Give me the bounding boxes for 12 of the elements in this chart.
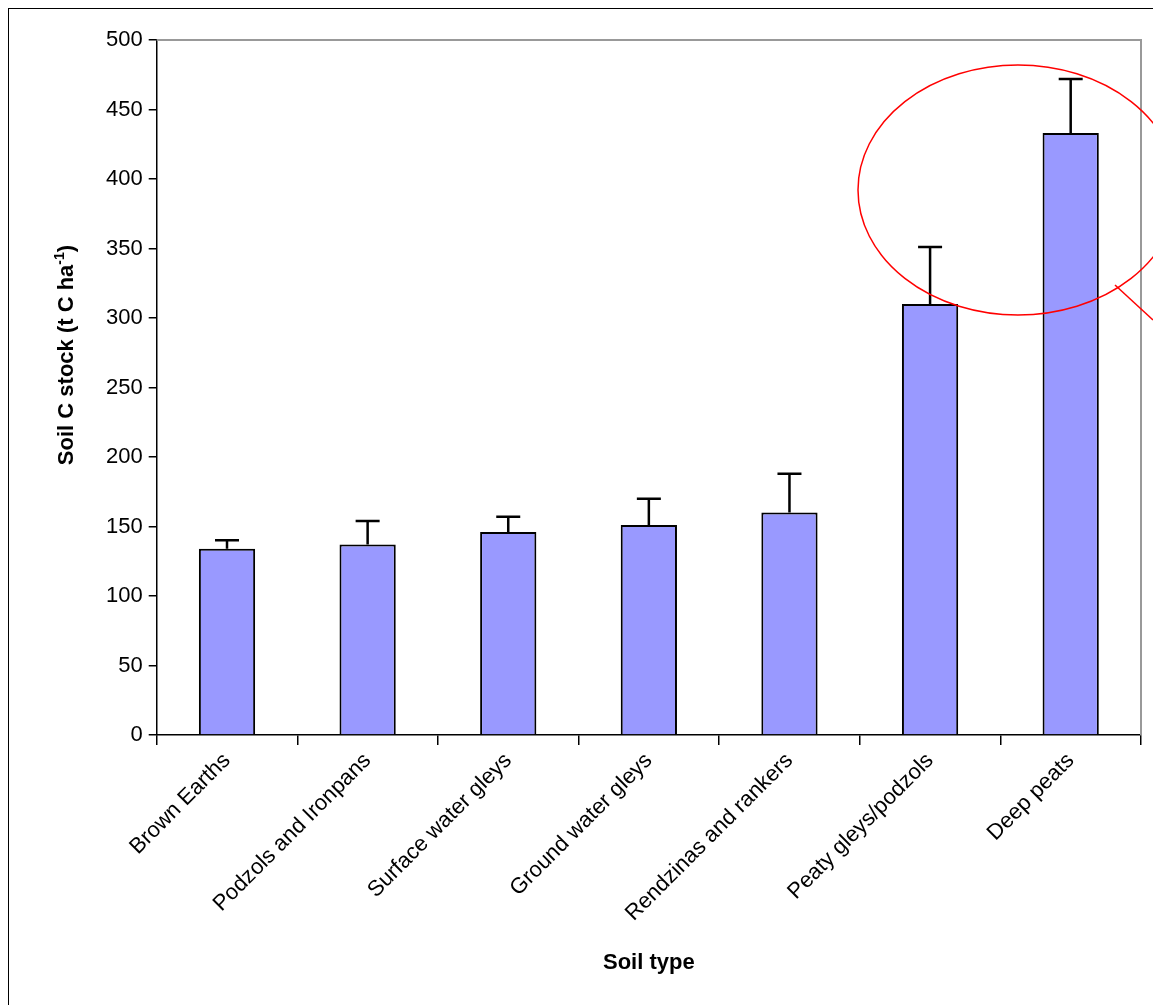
y-tick-label: 250 xyxy=(105,373,143,399)
y-tick-label: 100 xyxy=(105,582,143,608)
y-tick-label: 450 xyxy=(105,95,143,121)
y-tick-label: 150 xyxy=(105,512,143,538)
y-tick-label: 350 xyxy=(105,234,143,260)
y-tick-label: 50 xyxy=(118,651,143,677)
y-tick-label: 400 xyxy=(105,165,143,191)
y-tick-label: 500 xyxy=(105,26,143,52)
y-tick-label: 300 xyxy=(105,304,143,330)
x-axis-title: Soil type xyxy=(603,948,695,974)
y-tick-label: 0 xyxy=(130,721,143,747)
y-tick-label: 200 xyxy=(105,443,143,469)
